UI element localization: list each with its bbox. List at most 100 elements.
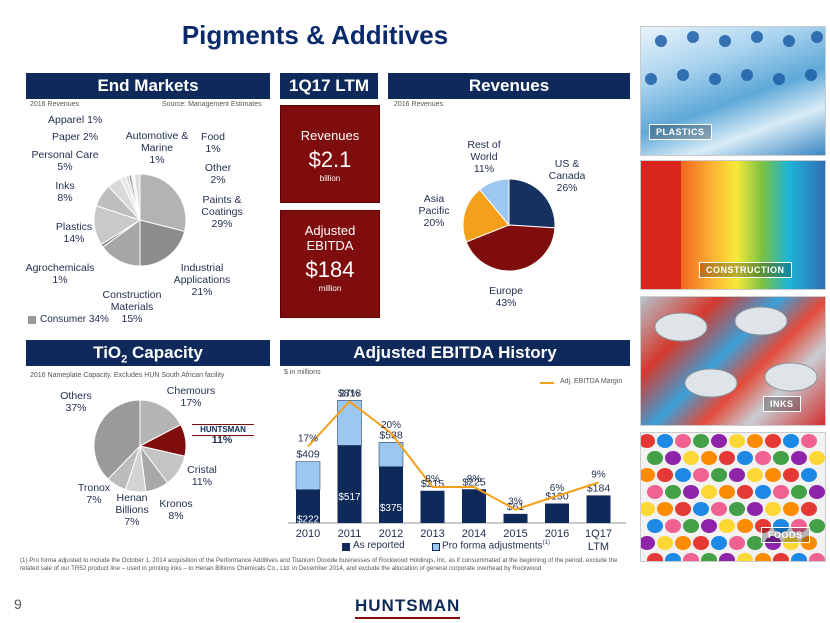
total-label-2: $538: [379, 429, 403, 441]
candy-90: [647, 485, 663, 499]
ltm-revenues-unit: billion: [319, 174, 341, 183]
candy-228: [755, 553, 771, 561]
candy-27: [801, 434, 817, 448]
legend-proforma-swatch: [432, 543, 440, 551]
candy-18: [747, 434, 763, 448]
huntsman-logo: HUNTSMAN: [355, 596, 461, 619]
candy-39: [701, 451, 717, 465]
page-title: Pigments & Additives: [181, 20, 449, 50]
page-number: 9: [14, 596, 22, 612]
candy-21: [765, 434, 781, 448]
candy-162: [719, 519, 735, 533]
candy-0: [641, 434, 655, 448]
candy-81: [765, 468, 781, 482]
revenues-note: 2016 Revenues: [394, 101, 444, 108]
candy-207: [801, 536, 817, 550]
category-label-7: 1Q17: [585, 528, 612, 540]
bar-proforma-0: [295, 461, 321, 490]
candy-36: [683, 451, 699, 465]
ltm-ebitda-title1: Adjusted: [304, 223, 356, 238]
end-markets-source: Source: Management Estimates: [162, 101, 262, 108]
label-paints: Paints & Coatings 29%: [201, 194, 243, 230]
candy-120: [641, 502, 655, 516]
margin-label-1: 27%: [339, 389, 359, 400]
ltm-revenues-box: Revenues $2.1 billion: [280, 105, 380, 203]
foods-photo: FOODS: [640, 432, 826, 562]
inks-photo: INKS: [640, 296, 826, 426]
candy-180: [641, 536, 655, 550]
total-label-4: $225: [462, 476, 486, 488]
construction-photo: CONSTRUCTION: [640, 160, 826, 290]
bar-proforma-2: [378, 442, 404, 468]
reported-label-2: $375: [380, 503, 403, 514]
legend-reported-swatch: [342, 543, 350, 551]
candy-153: [665, 519, 681, 533]
label-agrochemicals: Agrochemicals 1%: [25, 262, 95, 286]
candy-135: [729, 502, 745, 516]
tio2-header: TiO2 Capacity: [26, 340, 270, 366]
candy-183: [657, 536, 673, 550]
tag-foods: FOODS: [761, 527, 810, 543]
label-europe: Europe 43%: [489, 285, 523, 309]
total-label-5: $61: [507, 501, 525, 513]
bar-reported-5: [503, 513, 528, 523]
label-inks: Inks 8%: [55, 180, 75, 204]
tag-plastics: PLASTICS: [649, 124, 712, 140]
candy-219: [701, 553, 717, 561]
candy-15: [729, 434, 745, 448]
margin-label-5: 3%: [508, 497, 523, 508]
candy-177: [809, 519, 825, 533]
candy-3: [657, 434, 673, 448]
candy-93: [665, 485, 681, 499]
label-other: Other 2%: [204, 162, 232, 186]
candy-222: [719, 553, 735, 561]
candy-42: [719, 451, 735, 465]
candy-129: [693, 502, 709, 516]
label-tronox: Tronox 7%: [77, 482, 111, 506]
category-label-6: 2016: [545, 528, 569, 540]
candy-150: [647, 519, 663, 533]
tag-inks: INKS: [763, 396, 801, 412]
candy-105: [737, 485, 753, 499]
end-markets-note: 2016 Revenues: [30, 101, 80, 108]
label-rest-of-world: Rest of World 11%: [467, 139, 501, 175]
ebitda-bar-chart: $409$2222010$818$5172011$538$3752012$215…: [288, 387, 626, 553]
candy-174: [791, 519, 807, 533]
candy-60: [641, 468, 655, 482]
candy-6: [675, 434, 691, 448]
candy-12: [711, 434, 727, 448]
candy-66: [675, 468, 691, 482]
candy-114: [791, 485, 807, 499]
legend-proforma: Pro forma adjustments(1): [442, 540, 550, 552]
bar-reported-1: [337, 445, 362, 523]
category-label-0: 2010: [296, 528, 320, 540]
candy-117: [809, 485, 825, 499]
reported-label-1: $517: [338, 492, 361, 503]
candy-123: [657, 502, 673, 516]
ltm-revenues-title: Revenues: [300, 128, 360, 143]
candy-30: [647, 451, 663, 465]
bar-reported-2: [379, 466, 403, 523]
candy-195: [729, 536, 745, 550]
end-markets-slice-0: [139, 173, 187, 233]
candy-33: [665, 451, 681, 465]
candy-138: [747, 502, 763, 516]
margin-label-2: 20%: [381, 420, 401, 431]
candy-141: [765, 502, 781, 516]
margin-legend-line: [540, 382, 554, 384]
label-cristal: Cristal 11%: [187, 464, 217, 488]
label-food: Food 1%: [201, 131, 225, 155]
label-plastics: Plastics 14%: [55, 221, 93, 245]
label-automotive: Automotive & Marine 1%: [125, 130, 189, 166]
tio2-slice-0: [139, 399, 182, 447]
ltm-ebitda-box: Adjusted EBITDA $184 million: [280, 210, 380, 318]
candies-illustration: [641, 434, 825, 561]
label-asia-pacific: Asia Pacific 20%: [418, 193, 450, 229]
ltm-ebitda-unit: million: [318, 284, 342, 293]
tag-construction: CONSTRUCTION: [699, 262, 792, 278]
label-construction: Construction Materials 15%: [102, 289, 162, 325]
label-industrial: Industrial Applications 21%: [173, 262, 231, 298]
candy-147: [801, 502, 817, 516]
candy-159: [701, 519, 717, 533]
